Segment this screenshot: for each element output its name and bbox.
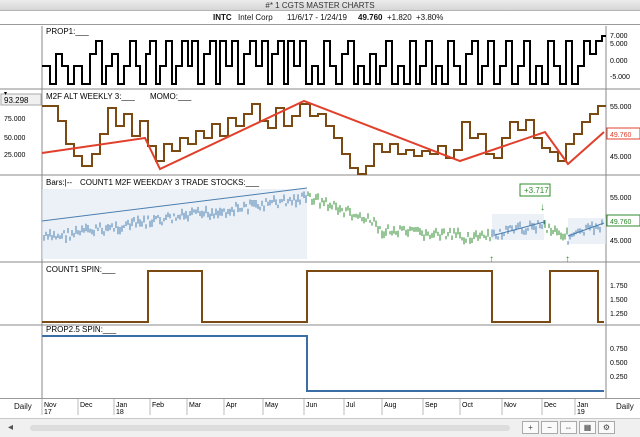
- bars-regression-line-1: [41, 187, 308, 222]
- prop1-axis-2: 5.000: [610, 41, 628, 48]
- m2f-left-axis-3: 25.000: [4, 152, 26, 159]
- bars-price-tag-box: [606, 214, 640, 227]
- prop25-panel[interactable]: PROP2.5 SPIN:___ 0.750 0.500 0.250: [42, 325, 628, 392]
- bars-right-axis-1: 55.000: [610, 195, 632, 202]
- collapse-icon[interactable]: ▾: [4, 91, 7, 97]
- count1-axis-2: 1.500: [610, 297, 628, 304]
- month-label: Nov: [504, 402, 517, 409]
- m2f-price-tag-box: [606, 127, 640, 140]
- up-arrow-icon: ↑: [489, 254, 494, 265]
- settings-icon[interactable]: ⚙: [598, 421, 615, 434]
- month-label: Jun: [306, 402, 317, 409]
- count1-line: [42, 270, 604, 323]
- momo-label: MOMO:___: [150, 92, 192, 101]
- bars-regression-line-2: [494, 221, 545, 236]
- m2f-price-tag: 49.760: [610, 132, 632, 139]
- symbol-bar: INTC Intel Corp 11/6/17 - 1/24/19 49.760…: [0, 11, 640, 25]
- date-range[interactable]: 11/6/17 - 1/24/19: [287, 13, 347, 22]
- m2f-right-axis-1: 55.000: [610, 104, 632, 111]
- company-name: Intel Corp: [238, 13, 273, 22]
- zoom-out-icon[interactable]: −: [541, 421, 558, 434]
- prop25-line: [42, 335, 604, 392]
- bars-highlight-region-1: [42, 189, 307, 259]
- zoom-in-icon[interactable]: +: [522, 421, 539, 434]
- month-label: Apr: [226, 402, 238, 409]
- time-axis: Daily Nov Dec Jan Feb Mar Apr May Jun Jul Aug Sep O…: [0, 398, 640, 415]
- m2f-panel[interactable]: 93.298 ▾ M2F ALT WEEKLY 3:___ MOMO:___ 7…: [0, 91, 640, 175]
- ohlc-bars-green: [307, 191, 568, 245]
- toolbar-icons: + − ⇔ ▦ ⚙: [520, 421, 615, 434]
- count1-axis-1: 1.750: [610, 283, 628, 290]
- m2f-left-axis-2: 50.000: [4, 135, 26, 142]
- month-label: Jan: [116, 402, 127, 409]
- price-change-pct: +3.80%: [416, 13, 444, 22]
- month-label: Aug: [384, 402, 397, 409]
- up-arrow-icon-2: ↑: [565, 254, 570, 265]
- prop1-panel[interactable]: PROP1:___ 7.000 5.000 0.000 -5.000: [42, 27, 630, 85]
- prop25-label: PROP2.5 SPIN:___: [46, 325, 117, 334]
- m2f-trend-line: [41, 99, 605, 171]
- month-label: Dec: [544, 402, 557, 409]
- prop25-axis-3: 0.250: [610, 374, 628, 381]
- year-label: 19: [577, 409, 585, 415]
- month-label: Dec: [80, 402, 93, 409]
- month-label: Sep: [425, 402, 438, 409]
- month-label: Oct: [462, 402, 473, 409]
- prop1-line: [42, 35, 606, 85]
- month-label: May: [265, 402, 279, 409]
- chart-area[interactable]: PROP1:___ 7.000 5.000 0.000 -5.000 93.29…: [0, 26, 640, 399]
- ohlc-bars-blue: [43, 191, 603, 245]
- month-label: Nov: [44, 402, 57, 409]
- bars-callout-box: [519, 183, 551, 197]
- count1-panel[interactable]: COUNT1 SPIN:___ 1.750 1.500 1.250: [42, 265, 628, 323]
- prop1-axis-3: 0.000: [610, 58, 628, 65]
- fit-icon[interactable]: ⇔: [560, 421, 577, 434]
- m2f-right-axis-2: 45.000: [610, 154, 632, 161]
- prop25-axis-2: 0.500: [610, 360, 628, 367]
- prop1-axis-1: 7.000: [610, 33, 628, 40]
- count1-axis-3: 1.250: [610, 311, 628, 318]
- year-label: 17: [44, 409, 52, 415]
- count1-label: COUNT1 SPIN:___: [46, 265, 116, 274]
- window-title: #* 1 CGTS MASTER CHARTS: [0, 0, 640, 11]
- periodicity-right[interactable]: Daily: [616, 402, 634, 411]
- bars-callout: +3.717: [524, 186, 549, 195]
- bars-right-axis-2: 45.000: [610, 238, 632, 245]
- prop1-axis-4: -5.000: [610, 74, 630, 81]
- scrollbar[interactable]: ◂ + − ⇔ ▦ ⚙: [0, 418, 640, 437]
- year-label: 18: [116, 409, 124, 415]
- m2f-badge-box: [0, 93, 42, 106]
- down-arrow-icon: ↓: [540, 202, 545, 213]
- grid-icon[interactable]: ▦: [579, 421, 596, 434]
- price-change: +1.820: [387, 13, 412, 22]
- bars-study-label: COUNT1 M2F WEEKDAY 3 TRADE STOCKS:___: [80, 178, 260, 187]
- bars-price-tag: 49.760: [610, 219, 632, 226]
- bars-label: Bars:|--: [46, 178, 72, 187]
- scroll-left-icon[interactable]: ◂: [8, 422, 14, 433]
- m2f-left-axis-1: 75.000: [4, 116, 26, 123]
- last-price: 49.760: [358, 13, 383, 22]
- periodicity-left[interactable]: Daily: [14, 402, 32, 411]
- month-label: Mar: [189, 402, 202, 409]
- m2f-badge: 93.298: [4, 96, 29, 105]
- month-label: Jul: [346, 402, 355, 409]
- bars-panel[interactable]: Bars:|-- COUNT1 M2F WEEKDAY 3 TRADE STOC…: [41, 178, 640, 265]
- m2f-price-line: [42, 103, 606, 175]
- month-label: Jan: [577, 402, 588, 409]
- symbol[interactable]: INTC: [213, 13, 232, 22]
- prop25-axis-1: 0.750: [610, 346, 628, 353]
- m2f-label: M2F ALT WEEKLY 3:___: [46, 92, 135, 101]
- prop1-label: PROP1:___: [46, 27, 89, 36]
- month-label: Feb: [152, 402, 164, 409]
- scroll-track[interactable]: [30, 425, 510, 431]
